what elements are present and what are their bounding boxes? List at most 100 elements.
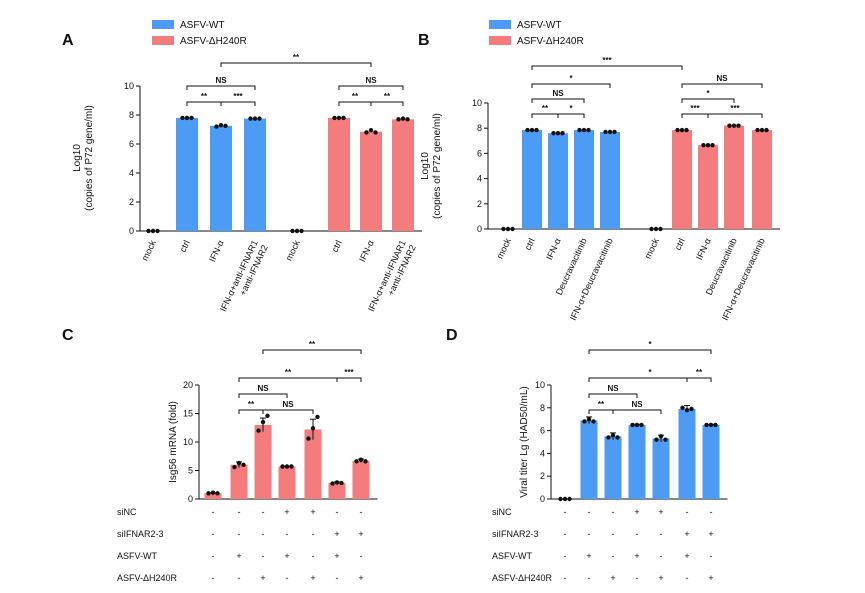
panel-a-chart: 0 2 4 6 8 10 Log10 (copies of P72 gene/ml) mock c… [72, 53, 422, 318]
panel-a-category-label-line: ctrl [330, 239, 344, 254]
panel-b-data-point [675, 127, 680, 133]
panel-letter-b: B [418, 32, 430, 49]
panel-c-data-point [280, 464, 285, 469]
panel-d-condition-sign: - [564, 529, 567, 539]
panel-a-y-tick-label: 6 [129, 139, 134, 149]
panel-c-condition-sign: + [284, 507, 289, 517]
panel-d-condition-sign: - [612, 529, 615, 539]
panel-a-significance-bracket [220, 62, 372, 67]
panel-a-significance-bracket [370, 101, 404, 106]
panel-d-condition-sign: + [586, 551, 591, 561]
panel-c-y-tick-label: 5 [188, 466, 193, 476]
panel-a-bar [244, 118, 266, 231]
panel-d-condition-sign: + [634, 507, 639, 517]
panel-c-condition-sign: - [238, 573, 241, 583]
panel-letter-c: C [62, 327, 74, 344]
panel-a-data-point [150, 228, 156, 234]
panel-c-condition-sign: - [360, 551, 363, 561]
panel-d-data-point [704, 422, 709, 428]
panel-a-category-label: IFN-α+anti-IFNAR1+anti-IFNAR2 [366, 239, 418, 318]
panel-d-data-point [684, 407, 690, 413]
legend-b-wt-label: ASFV-WT [517, 20, 561, 31]
panel-b-data-point [653, 226, 659, 232]
panel-b-bar [698, 145, 718, 229]
panel-d-condition-sign: + [684, 529, 689, 539]
panel-b-y-tick-label: 10 [472, 98, 482, 108]
panel-d-condition-sign: - [636, 573, 639, 583]
panel-c-condition-sign: + [236, 551, 241, 561]
panel-a-significance-label: NS [365, 76, 377, 85]
panel-b-data-point [551, 131, 556, 136]
panel-b-significance-bracket [531, 98, 585, 103]
panel-b-bar [752, 130, 772, 229]
panel-a-data-point [155, 228, 160, 234]
panel-c-significance-label: ** [309, 340, 316, 349]
panel-c-data-point [241, 462, 246, 467]
panel-c-data-point [354, 459, 359, 464]
panel-a-category-label: mock [284, 238, 302, 262]
panel-b-significance-bracket [681, 113, 709, 118]
panel-a-data-point [290, 228, 295, 234]
panel-c-significance-label: NS [257, 384, 269, 393]
panel-a-data-point [180, 115, 185, 121]
panel-c-significance-bracket [238, 377, 338, 382]
panel-c-condition-sign: - [238, 507, 241, 517]
panel-d-data-point [634, 422, 640, 428]
panel-d-significance-label: ** [598, 400, 605, 409]
panel-b-data-point [701, 143, 706, 148]
panel-c-data-point [232, 464, 237, 470]
panel-c-significance-label: *** [344, 368, 354, 377]
panel-c-condition-sign: - [286, 529, 289, 539]
panel-a-data-point [184, 115, 190, 121]
panel-a-data-point [341, 115, 346, 121]
panel-c-condition-sign: - [360, 507, 363, 517]
panel-c-condition-label: siIFNAR2-3 [117, 529, 164, 539]
panel-d-y-label: Viral titer Lg (HAD50/mL) [519, 386, 530, 498]
panel-a-data-point [248, 116, 253, 121]
panel-d-condition-sign: + [708, 573, 713, 583]
panel-a-category-label: ctrl [178, 239, 192, 254]
panel-a-significance-bracket [338, 85, 404, 90]
panel-d-condition-sign: - [710, 551, 713, 561]
legend-b-mut-label: ASFV-ΔH240R [517, 36, 584, 47]
panel-a-bar [392, 119, 414, 231]
panel-b-data-point [764, 127, 769, 133]
panel-d-condition-sign: - [660, 551, 663, 561]
panel-c-condition-sign: - [238, 529, 241, 539]
panel-d-data-point [654, 437, 659, 442]
panel-a-significance-label: NS [215, 76, 227, 85]
panel-a-data-point [252, 116, 258, 121]
panel-a-data-point [146, 228, 151, 234]
panel-c-significance-label: NS [282, 400, 294, 409]
panel-a-data-point [332, 115, 337, 121]
panel-b-data-point [705, 143, 711, 148]
panel-a-data-point [294, 228, 300, 234]
panel-a-category-label: mock [140, 238, 158, 262]
panel-c-condition-sign: - [336, 573, 339, 583]
panel-c-bar [254, 424, 272, 499]
panel-b-significance-bracket [681, 83, 763, 88]
panel-b-significance-bracket [531, 83, 611, 88]
panel-d-y-tick-label: 2 [540, 471, 545, 481]
panel-b-category-label-line: ctrl [673, 237, 687, 252]
panel-a-category-label-line: ctrl [178, 239, 192, 254]
panel-d-condition-sign: - [564, 573, 567, 583]
panel-d-data-point [610, 432, 616, 438]
panel-b-data-point [658, 226, 663, 232]
panel-d-condition-sign: - [612, 551, 615, 561]
panel-d-data-point [591, 419, 596, 424]
panel-d-condition-sign: - [588, 573, 591, 583]
panel-c-bar [278, 466, 296, 499]
panel-c-condition-sign: + [310, 573, 315, 583]
panel-d-y-tick-label: 8 [540, 403, 545, 413]
panel-c-data-point [358, 457, 364, 462]
panel-a-data-point [189, 115, 194, 121]
legend-a-mut-label: ASFV-ΔH240R [180, 36, 247, 47]
panel-d-significance-bracket [588, 349, 712, 354]
panel-b-data-point [727, 123, 732, 128]
panel-c-condition-label: siNC [117, 507, 137, 517]
panel-c-data-point [236, 460, 242, 466]
panel-c-condition-sign: - [212, 573, 215, 583]
panel-d-data-point [558, 496, 563, 502]
panel-a-bar [210, 125, 232, 231]
